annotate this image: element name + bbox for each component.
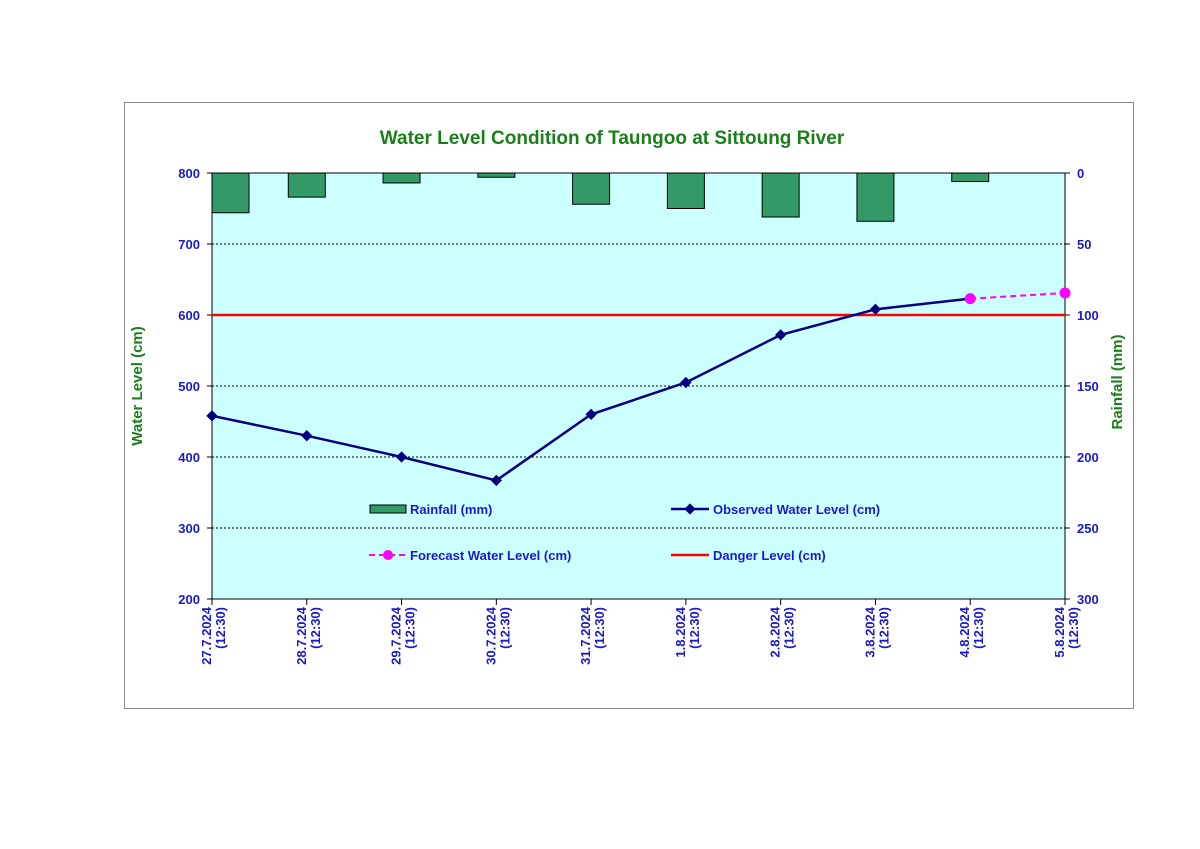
y2-tick-label: 50 [1077,237,1091,252]
chart-frame: Water Level Condition of Taungoo at Sitt… [124,102,1134,709]
observed-point [775,329,787,341]
rainfall-bars [211,172,990,222]
rainfall-bar [211,172,250,214]
forecast-point [964,293,976,305]
x-tick-time: (12:30) [592,607,607,649]
y-tick-label: 300 [178,521,200,536]
x-tick-date: 1.8.2024 [673,606,688,657]
y-tick-label: 500 [178,379,200,394]
x-tick-label: 2.8.2024 (12:30) [768,606,797,657]
axes: 2003004005006007008003002502001501005002… [178,166,1098,665]
x-tick-time: (12:30) [971,607,986,649]
y-axis-title: Water Level (cm) [129,326,146,445]
forecast-line [970,291,1066,300]
observed-point [680,376,692,389]
y2-tick-label: 150 [1077,379,1099,394]
x-tick-label: 5.8.2024 (12:30) [1052,606,1081,657]
rainfall-bar [477,172,516,178]
plot-area [211,172,1066,600]
legend-marker-forecast [383,550,393,560]
rainfall-bar [951,172,990,183]
water-level-lines [206,287,1071,487]
x-tick-date: 30.7.2024 [483,606,498,665]
rainfall-bar [761,172,800,218]
chart-title: Water Level Condition of Taungoo at Sitt… [380,128,845,149]
y2-tick-label: 0 [1077,166,1084,181]
observed-point [395,451,408,463]
x-tick-date: 5.8.2024 [1052,606,1067,657]
x-tick-time: (12:30) [497,607,512,649]
y2-tick-label: 250 [1077,521,1099,536]
legend: Rainfall (mm) Observed Water Level (cm) Fo… [369,502,880,563]
rainfall-bar [287,172,326,198]
x-tick-label: 31.7.2024 (12:30) [578,606,607,665]
x-tick-label: 28.7.2024 (12:30) [294,606,323,665]
x-tick-time: (12:30) [687,607,702,649]
rainfall-bar [666,172,705,209]
observed-point [301,430,313,442]
y-tick-label: 800 [178,166,200,181]
rainfall-bar [572,172,611,205]
x-tick-date: 28.7.2024 [294,606,309,665]
y2-tick-label: 200 [1077,450,1099,465]
x-tick-date: 27.7.2024 [199,606,214,665]
legend-label-observed: Observed Water Level (cm) [713,502,880,517]
x-tick-label: 27.7.2024 (12:30) [199,606,228,665]
x-tick-label: 4.8.2024 (12:30) [957,606,986,657]
y-tick-label: 600 [178,308,200,323]
x-tick-time: (12:30) [213,607,228,649]
x-tick-time: (12:30) [876,607,891,649]
observed-point [585,408,597,421]
x-tick-time: (12:30) [782,607,797,649]
y2-axis-title: Rainfall (mm) [1109,334,1126,429]
water-level-chart: Water Level Condition of Taungoo at Sitt… [129,128,1126,665]
legend-label-forecast: Forecast Water Level (cm) [410,548,571,563]
x-tick-time: (12:30) [1066,607,1081,649]
y-tick-label: 400 [178,450,200,465]
x-tick-time: (12:30) [403,607,418,649]
x-tick-label: 29.7.2024 (12:30) [389,606,418,665]
observed-point [490,474,502,487]
y2-tick-label: 300 [1077,592,1099,607]
x-tick-label: 1.8.2024 (12:30) [673,606,702,657]
y-tick-label: 200 [178,592,200,607]
x-tick-date: 29.7.2024 [389,606,404,665]
y-tick-label: 700 [178,237,200,252]
forecast-point [1059,287,1071,299]
rainfall-bar [382,172,421,184]
x-tick-date: 4.8.2024 [957,606,972,657]
legend-label-danger: Danger Level (cm) [713,548,826,563]
legend-label-rainfall: Rainfall (mm) [410,502,492,517]
x-tick-date: 2.8.2024 [768,606,783,657]
y2-tick-label: 100 [1077,308,1099,323]
observed-point [869,303,882,315]
legend-swatch-rainfall [369,504,407,514]
x-tick-label: 3.8.2024 (12:30) [862,606,891,657]
x-tick-date: 3.8.2024 [862,606,877,657]
x-tick-date: 31.7.2024 [578,606,593,665]
x-tick-time: (12:30) [308,607,323,649]
legend-marker-observed [684,503,696,515]
rainfall-bar [856,172,895,222]
x-tick-label: 30.7.2024 (12:30) [483,606,512,665]
